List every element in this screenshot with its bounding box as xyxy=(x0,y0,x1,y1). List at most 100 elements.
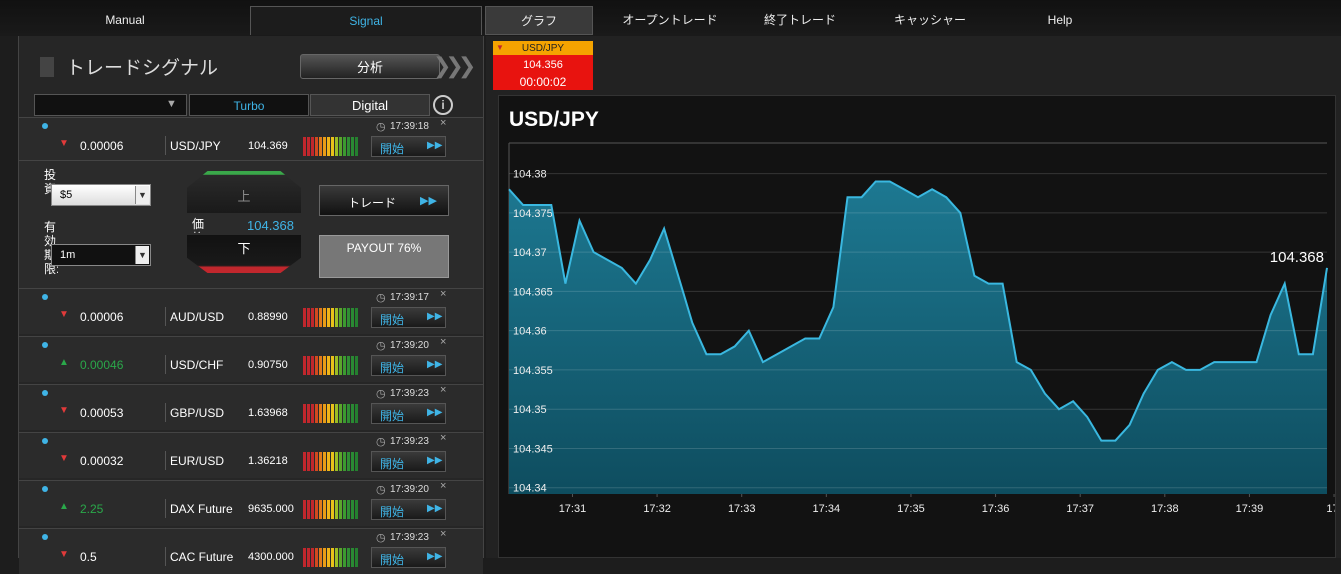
strength-bar xyxy=(343,404,346,423)
start-arrow: ▶▶ xyxy=(427,407,443,418)
analyze-button[interactable]: 分析 xyxy=(300,54,440,79)
strength-bar xyxy=(307,137,310,156)
strength-bar xyxy=(335,404,338,423)
clock-icon: ◷ xyxy=(376,484,386,496)
x-tick-label: 17:34 xyxy=(813,503,841,515)
strength-bar xyxy=(335,137,338,156)
x-tick-label: 17:36 xyxy=(982,503,1010,515)
tab-digital[interactable]: Digital xyxy=(310,94,430,116)
up-button[interactable]: 上 xyxy=(187,171,301,213)
close-icon[interactable]: × xyxy=(440,288,447,300)
strength-bar xyxy=(355,356,358,375)
close-icon[interactable]: × xyxy=(440,336,447,348)
strength-bar xyxy=(315,356,318,375)
nav-tab[interactable]: オープントレード xyxy=(622,13,718,27)
strength-bar xyxy=(339,137,342,156)
strength-bar xyxy=(319,500,322,519)
x-tick-label: 17:37 xyxy=(1066,503,1094,515)
y-tick-label: 104.345 xyxy=(513,443,553,455)
start-button[interactable]: 開始 ▶▶ xyxy=(371,136,446,157)
start-label: 開始 xyxy=(380,505,405,519)
select-arrow: ▼ xyxy=(135,246,149,264)
strength-bar xyxy=(311,500,314,519)
separator xyxy=(165,451,166,470)
start-label: 開始 xyxy=(380,553,405,567)
separator xyxy=(165,403,166,422)
strength-bar xyxy=(331,404,334,423)
strength-bar xyxy=(307,308,310,327)
y-tick-label: 104.365 xyxy=(513,286,553,298)
strength-bar xyxy=(303,137,306,156)
strength-bar xyxy=(331,137,334,156)
close-icon[interactable]: × xyxy=(440,528,447,540)
trade-arrow: ▶▶ xyxy=(420,195,437,207)
tab-asset[interactable]: USD/JPY xyxy=(521,43,565,54)
clock-icon: ◷ xyxy=(376,340,386,352)
expiry-select[interactable]: 1m xyxy=(51,244,151,266)
form-price: 104.368 xyxy=(247,218,294,233)
strength-bar xyxy=(311,137,314,156)
asset-price: 9635.000 xyxy=(248,503,294,515)
start-label: 開始 xyxy=(380,409,405,423)
status-dot xyxy=(42,294,48,300)
info-icon[interactable]: i xyxy=(433,95,453,115)
signal-time: 17:39:23 xyxy=(390,436,429,447)
chart-box: USD/JPY 104.34 104.345 104.35 104.355 104.36 1… xyxy=(498,95,1341,558)
investment-select[interactable]: $5 xyxy=(51,184,151,206)
close-icon[interactable]: × xyxy=(440,480,447,492)
start-button[interactable]: 開始 ▶▶ xyxy=(371,307,446,328)
strength-bar xyxy=(323,404,326,423)
clock-icon: ◷ xyxy=(376,292,386,304)
strength-bar xyxy=(311,452,314,471)
chart-title: USD/JPY xyxy=(509,108,599,131)
strength-bar xyxy=(351,404,354,423)
start-button[interactable]: 開始 ▶▶ xyxy=(371,355,446,376)
nav-tab[interactable]: Help xyxy=(1047,13,1073,27)
start-button[interactable]: 開始 ▶▶ xyxy=(371,451,446,472)
asset-price: 0.88990 xyxy=(248,311,288,323)
strength-bar xyxy=(339,308,342,327)
start-button[interactable]: 開始 ▶▶ xyxy=(371,499,446,520)
y-tick-label: 104.36 xyxy=(513,326,547,338)
nav-tab[interactable]: キャッシャー xyxy=(893,13,966,27)
strength-bar xyxy=(315,137,318,156)
nav-tab[interactable]: Signal xyxy=(250,6,482,35)
strength-bar xyxy=(323,137,326,156)
strength-bar xyxy=(311,356,314,375)
trade-button[interactable]: トレード ▶▶ xyxy=(319,185,449,216)
x-tick-label: 17:35 xyxy=(897,503,925,515)
close-icon[interactable]: × xyxy=(440,117,447,129)
signal-change: 2.25 xyxy=(80,502,104,516)
strength-bar xyxy=(315,452,318,471)
start-button[interactable]: 開始 ▶▶ xyxy=(371,403,446,424)
strength-bar xyxy=(323,356,326,375)
signal-change: 0.00046 xyxy=(80,358,124,372)
asset-price: 4300.000 xyxy=(248,551,294,563)
strength-bar xyxy=(303,356,306,375)
strength-bar xyxy=(331,500,334,519)
nav-tab[interactable]: Manual xyxy=(105,13,145,27)
signal-change: 0.00006 xyxy=(80,310,124,324)
start-arrow: ▶▶ xyxy=(427,140,443,151)
nav-tab[interactable]: グラフ xyxy=(485,6,593,35)
separator xyxy=(165,499,166,518)
signal-time: 17:39:23 xyxy=(390,532,429,543)
nav-tab[interactable]: 終了トレード xyxy=(763,13,836,27)
asset-tab xyxy=(493,41,593,90)
close-icon[interactable]: × xyxy=(440,432,447,444)
signal-time: 17:39:20 xyxy=(390,484,429,495)
down-button[interactable]: 下 xyxy=(187,235,301,273)
strength-bar xyxy=(351,452,354,471)
strength-bar xyxy=(343,452,346,471)
direction-arrow: ▲ xyxy=(59,357,69,368)
strength-bar xyxy=(323,308,326,327)
tab-turbo[interactable]: Turbo xyxy=(189,94,309,116)
asset-name: GBP/USD xyxy=(170,406,225,420)
filter-select[interactable] xyxy=(34,94,187,116)
area xyxy=(509,181,1327,494)
strength-bar xyxy=(355,137,358,156)
tab-timer: 00:00:02 xyxy=(519,75,567,89)
close-icon[interactable]: × xyxy=(440,384,447,396)
start-label: 開始 xyxy=(380,313,405,327)
start-label: 開始 xyxy=(380,361,405,375)
